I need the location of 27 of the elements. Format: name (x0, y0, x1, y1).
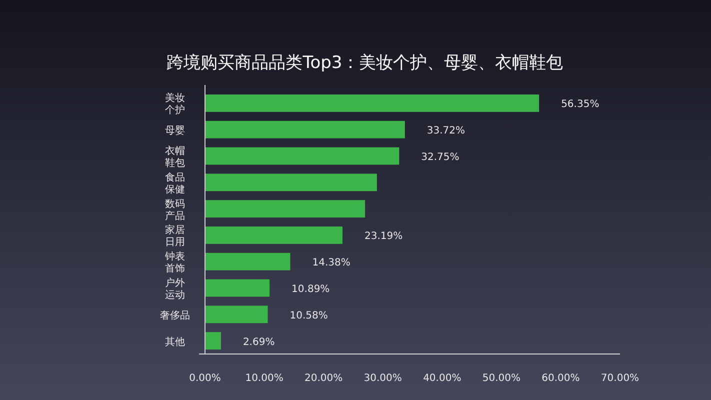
y-tick-label: 其他 (165, 336, 185, 348)
x-tick-label: 70.00% (600, 373, 640, 384)
data-label: 2.69% (242, 336, 275, 348)
x-tick-label: 40.00% (423, 373, 462, 384)
y-tick-label: 钟表首饰 (164, 250, 185, 275)
y-tick-label: 奢侈品 (160, 309, 190, 322)
y-tick-label: 家居日用 (165, 224, 185, 248)
y-tick-label: 户外运动 (165, 277, 185, 301)
y-tick-label: 食品保健 (165, 171, 185, 196)
x-tick-label: 10.00% (245, 373, 284, 384)
y-tick-label: 数码产品 (165, 198, 185, 222)
data-label: 10.58% (290, 310, 328, 322)
data-label: 10.89% (292, 284, 330, 295)
x-tick-label: 0.00% (189, 373, 221, 384)
y-tick-label: 母婴 (165, 124, 185, 137)
x-tick-label: 60.00% (542, 373, 580, 384)
x-tick-label: 50.00% (482, 373, 520, 384)
y-tick-label: 美妆个护 (165, 92, 185, 116)
data-label: 32.75% (421, 152, 460, 163)
chart-title: 跨境购买商品品类Top3：美妆个护、母婴、衣帽鞋包 (166, 53, 564, 73)
data-label: 56.35% (561, 99, 600, 110)
x-tick-label: 30.00% (364, 373, 402, 384)
data-label: 23.19% (364, 231, 403, 242)
data-label: 14.38% (312, 258, 350, 269)
y-tick-label: 衣帽鞋包 (165, 145, 185, 169)
data-label: 33.72% (426, 126, 466, 137)
x-tick-label: 20.00% (304, 373, 343, 384)
